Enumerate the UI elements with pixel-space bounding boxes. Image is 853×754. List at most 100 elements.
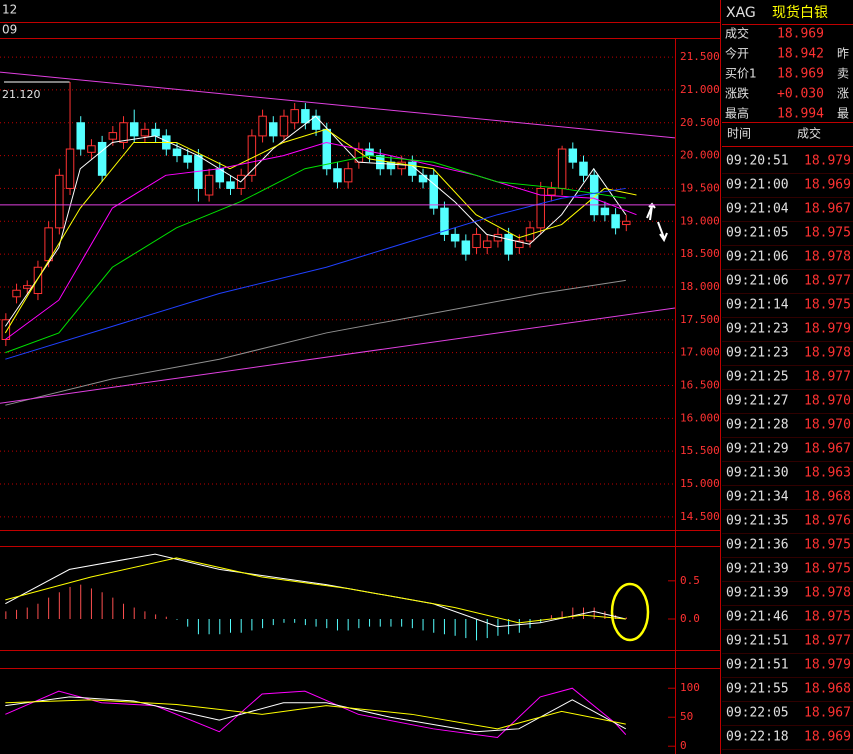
quote-label: 今开 <box>725 46 749 61</box>
symbol-name: 现货白银 <box>772 4 828 21</box>
candle-body <box>151 128 160 137</box>
trade-time: 09:21:14 <box>726 298 789 313</box>
y-tick-label: 100 <box>680 681 700 694</box>
trade-time: 09:21:46 <box>726 610 789 625</box>
indicator-line <box>5 155 626 354</box>
candle-body <box>140 128 150 137</box>
candle-body <box>258 115 267 137</box>
trade-price: 18.963 <box>804 466 851 481</box>
y-tick-label: 20.500 <box>680 116 720 129</box>
trade-price: 18.975 <box>804 562 851 577</box>
trade-time: 09:21:00 <box>726 178 789 193</box>
y-tick-label: 14.500 <box>680 510 720 523</box>
y-tick-label: 17.500 <box>680 313 720 326</box>
annotation: 21.120 <box>2 88 41 101</box>
candle-body <box>301 109 310 124</box>
quote-label: 昨 <box>837 47 849 61</box>
indicator-line <box>4 128 637 334</box>
trade-price: 18.967 <box>804 706 851 721</box>
candle-body <box>183 155 192 163</box>
trade-price: 18.968 <box>804 682 851 697</box>
trade-time: 09:21:51 <box>726 634 789 649</box>
trade-price: 18.969 <box>804 730 851 745</box>
trade-price: 18.977 <box>804 274 851 289</box>
trade-time: 09:21:39 <box>726 586 789 601</box>
quote-label: 涨跌 <box>725 86 749 101</box>
candle-body <box>55 174 64 229</box>
trade-price: 18.975 <box>804 226 851 241</box>
candle-body <box>376 155 385 170</box>
candle-body <box>568 148 578 163</box>
candle-body <box>108 132 118 140</box>
indicator-line <box>5 141 637 340</box>
y-tick-label: 0.0 <box>680 612 700 625</box>
trade-price: 18.977 <box>804 634 851 649</box>
candle-body <box>269 122 278 137</box>
trade-time: 09:21:27 <box>726 394 789 409</box>
y-tick-label: 18.000 <box>680 280 720 293</box>
candle-body <box>557 148 567 189</box>
candle-body <box>172 148 182 157</box>
candle-body <box>536 187 545 229</box>
trade-time: 09:21:51 <box>726 658 789 673</box>
y-tick-label: 21.000 <box>680 83 720 96</box>
trade-price: 18.967 <box>804 442 851 457</box>
candle-body <box>65 148 75 189</box>
second-label: 09 <box>2 23 17 37</box>
candle-body <box>504 233 513 255</box>
candle-body <box>450 233 460 242</box>
indicator-line <box>5 687 627 739</box>
candle-body <box>343 168 353 183</box>
trade-time: 09:21:35 <box>726 514 789 529</box>
trade-time: 09:21:06 <box>726 274 789 289</box>
quote-value: 18.994 <box>777 107 824 122</box>
indicator-line <box>5 553 626 628</box>
trade-time: 09:21:30 <box>726 466 789 481</box>
candle-body <box>226 181 235 189</box>
trade-time: 09:21:05 <box>726 226 789 241</box>
candle-body <box>204 174 214 196</box>
trade-time: 09:21:23 <box>726 322 789 337</box>
trade-time: 09:21:39 <box>726 562 789 577</box>
quote-value: +0.030 <box>777 87 824 102</box>
candle-body <box>33 266 43 295</box>
candle-body <box>247 135 257 176</box>
trade-price: 18.975 <box>804 610 851 625</box>
candle-body <box>119 122 128 143</box>
quote-label: 买价1 <box>725 67 757 81</box>
indicator-line <box>5 699 626 730</box>
quote-value: 18.969 <box>777 67 824 82</box>
quote-label: 涨 <box>837 86 849 101</box>
trade-price: 18.978 <box>804 586 851 601</box>
trade-price: 18.970 <box>804 394 851 409</box>
y-tick-label: 17.000 <box>680 346 720 359</box>
candle-body <box>440 207 449 235</box>
candle-body <box>129 122 139 137</box>
trade-price: 18.969 <box>804 178 851 193</box>
candle-body <box>279 115 289 137</box>
indicator-line <box>0 307 676 404</box>
trade-price: 18.975 <box>804 298 851 313</box>
trade-time: 09:21:34 <box>726 490 789 505</box>
candle-body <box>76 122 85 150</box>
indicator-line <box>5 279 626 406</box>
quote-label: 最高 <box>725 106 749 121</box>
quote-label: 卖 <box>837 67 849 81</box>
indicator-line <box>0 71 676 139</box>
indicator-line <box>5 557 626 624</box>
candle-body <box>418 174 428 183</box>
trade-time: 09:21:28 <box>726 418 789 433</box>
y-tick-label: 21.500 <box>680 50 720 63</box>
y-tick-label: 15.000 <box>680 477 720 490</box>
symbol: XAG <box>726 5 756 21</box>
trade-time: 09:21:23 <box>726 346 789 361</box>
candle-body <box>12 289 21 298</box>
trade-price: 18.970 <box>804 418 851 433</box>
column-header: 成交 <box>797 126 821 141</box>
y-tick-label: 0.5 <box>680 574 700 587</box>
candle-body <box>290 109 299 124</box>
candle-body <box>579 161 588 176</box>
trade-price: 18.979 <box>804 154 851 169</box>
trade-time: 09:21:29 <box>726 442 789 457</box>
